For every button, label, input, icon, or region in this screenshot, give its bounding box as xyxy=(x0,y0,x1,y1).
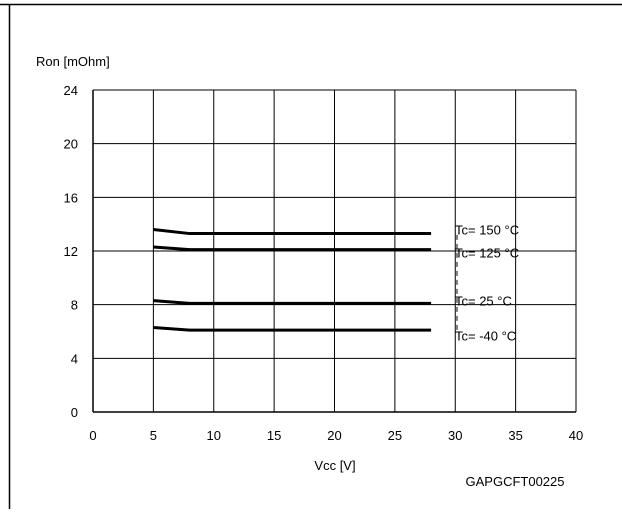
series-line-0 xyxy=(153,228,432,236)
y-tick-label-16: 16 xyxy=(64,190,78,205)
series-label-3: Tc= -40 °C xyxy=(455,329,516,344)
x-tick-label-30: 30 xyxy=(448,428,462,443)
x-tick-label-40: 40 xyxy=(569,428,583,443)
x-axis-label: Vcc [V] xyxy=(314,458,355,473)
series-lines xyxy=(153,228,432,332)
x-tick-label-35: 35 xyxy=(508,428,522,443)
y-tick-label-20: 20 xyxy=(64,137,78,152)
series-label-2: Tc= 25 °C xyxy=(455,294,512,309)
y-tick-label-0: 0 xyxy=(71,405,78,420)
x-tick-label-5: 5 xyxy=(150,428,157,443)
x-tick-label-0: 0 xyxy=(89,428,96,443)
x-tick-label-15: 15 xyxy=(267,428,281,443)
x-tick-label-20: 20 xyxy=(327,428,341,443)
y-tick-label-8: 8 xyxy=(71,298,78,313)
series-label-0: Tc= 150 °C xyxy=(455,223,519,238)
y-tick-label-24: 24 xyxy=(64,83,78,98)
series-label-1: Tc= 125 °C xyxy=(455,245,519,260)
series-line-3 xyxy=(153,325,432,332)
series-labels: Tc= 150 °C Tc= 125 °C Tc= 25 °C Tc= -40 °C xyxy=(455,223,519,344)
tick-labels: 0 5 10 15 20 25 30 35 40 0 4 8 12 16 20 24 xyxy=(64,83,584,443)
series-line-1 xyxy=(153,245,432,252)
y-tick-label-4: 4 xyxy=(71,351,78,366)
x-tick-label-10: 10 xyxy=(207,428,221,443)
axes xyxy=(92,90,576,413)
figure-code: GAPGCFT00225 xyxy=(466,474,565,489)
y-tick-label-12: 12 xyxy=(64,244,78,259)
series-line-2 xyxy=(153,299,432,305)
x-tick-label-25: 25 xyxy=(388,428,402,443)
y-axis-label: Ron [mOhm] xyxy=(36,54,110,69)
